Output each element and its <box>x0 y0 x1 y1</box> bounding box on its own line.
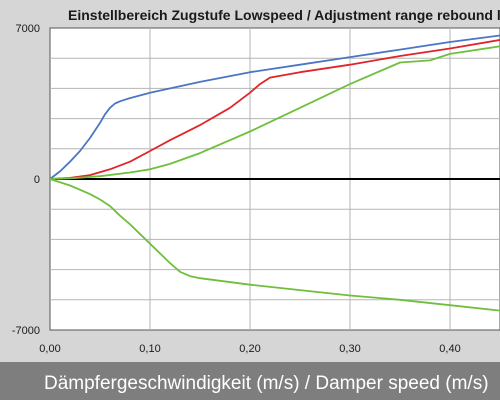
x-tick-label: 0,30 <box>339 343 360 355</box>
x-tick-label: 0,20 <box>239 343 260 355</box>
chart-title: Einstellbereich Zugstufe Lowspeed / Adju… <box>68 7 500 23</box>
x-tick-label: 0,00 <box>39 343 60 355</box>
x-tick-label: 0,40 <box>439 343 460 355</box>
y-tick-label: -7000 <box>12 325 40 337</box>
y-tick-label: 0 <box>34 174 40 186</box>
series-line-2 <box>49 39 500 180</box>
series-line-4 <box>49 178 500 312</box>
x-tick-labels: 0,00 0,10 0,20 0,30 0,40 <box>39 343 460 355</box>
series-line-3 <box>49 45 500 180</box>
y-tick-labels: 7000 0 -7000 <box>12 23 40 337</box>
x-tick-label: 0,10 <box>139 343 160 355</box>
xlabel-banner <box>0 362 500 400</box>
series-line-1 <box>49 34 500 180</box>
x-axis-label: Dämpfergeschwindigkeit (m/s) / Damper sp… <box>44 373 489 394</box>
series-layer <box>49 34 500 312</box>
y-tick-label: 7000 <box>16 23 40 35</box>
